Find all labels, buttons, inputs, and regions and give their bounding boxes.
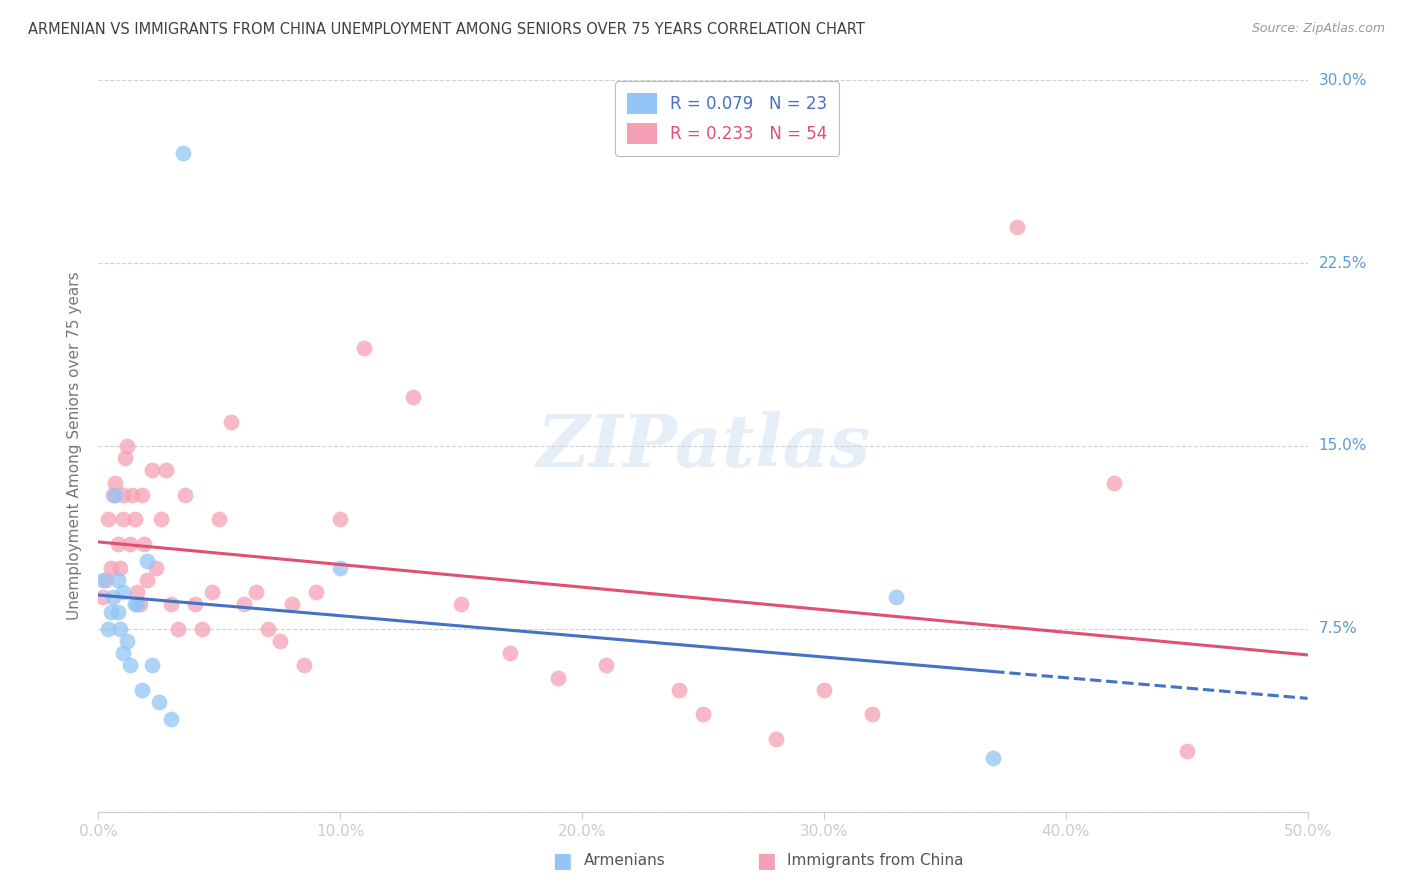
Point [172,146,194,161]
Point [91,590,114,604]
Point [1007,219,1029,234]
Point [813,682,835,697]
Point [108,561,131,575]
Point [111,646,134,660]
Point [111,512,134,526]
Point [101,590,124,604]
Point [148,695,170,709]
Point [167,622,190,636]
Point [111,585,134,599]
Text: ARMENIAN VS IMMIGRANTS FROM CHINA UNEMPLOYMENT AMONG SENIORS OVER 75 YEARS CORRE: ARMENIAN VS IMMIGRANTS FROM CHINA UNEMPL… [28,22,865,37]
Point [886,590,908,604]
Text: ■: ■ [553,851,572,871]
Point [141,463,163,477]
Y-axis label: Unemployment Among Seniors over 75 years: Unemployment Among Seniors over 75 years [67,272,83,620]
Point [127,598,149,612]
Point [97,622,120,636]
Point [127,585,149,599]
Point [118,658,141,673]
Point [117,439,139,453]
Point [94,573,117,587]
Point [232,598,254,612]
Point [329,512,352,526]
Point [131,488,153,502]
Point [174,488,197,502]
Point [981,751,1004,765]
Point [191,622,214,636]
Point [134,536,156,550]
Point [208,512,231,526]
Point [117,634,139,648]
Text: 15.0%: 15.0% [1319,439,1367,453]
Point [692,707,714,722]
Point [100,605,122,619]
Point [245,585,267,599]
Point [114,451,136,466]
Point [450,598,472,612]
Point [184,598,207,612]
Point [155,463,177,477]
Point [547,671,569,685]
Point [124,598,146,612]
Point [1175,744,1198,758]
Point [292,658,315,673]
Point [108,622,131,636]
Text: ZIPatlas: ZIPatlas [536,410,870,482]
Point [765,731,787,746]
Point [97,512,120,526]
Point [668,682,690,697]
Point [145,561,167,575]
Point [221,415,243,429]
Text: 7.5%: 7.5% [1319,622,1357,636]
Point [402,390,425,404]
Text: 30.0%: 30.0% [1319,73,1367,87]
Point [135,573,157,587]
Text: ■: ■ [756,851,776,871]
Point [101,488,124,502]
Legend: R = 0.079   N = 23, R = 0.233   N = 54: R = 0.079 N = 23, R = 0.233 N = 54 [616,81,839,156]
Point [100,561,122,575]
Point [111,488,134,502]
Point [131,682,153,697]
Point [353,342,375,356]
Point [118,536,141,550]
Point [160,598,183,612]
Point [104,488,127,502]
Point [128,598,150,612]
Text: Immigrants from China: Immigrants from China [787,854,965,868]
Point [860,707,883,722]
Point [305,585,328,599]
Point [269,634,291,648]
Point [91,573,114,587]
Point [256,622,278,636]
Text: 22.5%: 22.5% [1319,256,1367,270]
Point [329,561,352,575]
Point [160,712,183,726]
Text: Armenians: Armenians [583,854,665,868]
Point [141,658,163,673]
Point [150,512,173,526]
Point [121,488,143,502]
Point [201,585,224,599]
Point [107,536,129,550]
Text: Source: ZipAtlas.com: Source: ZipAtlas.com [1251,22,1385,36]
Point [107,605,129,619]
Point [595,658,617,673]
Point [104,475,127,490]
Point [124,512,146,526]
Point [135,553,157,567]
Point [281,598,304,612]
Point [498,646,520,660]
Point [1102,475,1125,490]
Point [107,573,129,587]
